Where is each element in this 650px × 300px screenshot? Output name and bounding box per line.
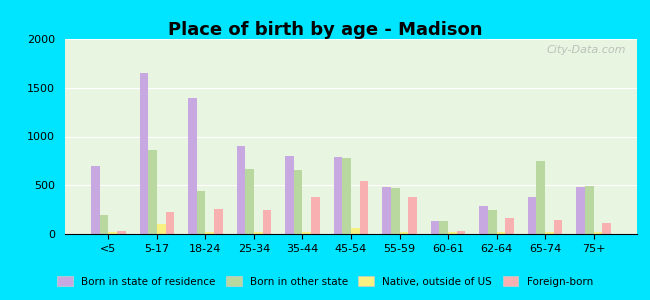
Bar	[497, 232, 505, 234]
Bar	[140, 73, 148, 234]
Bar	[263, 210, 272, 234]
Bar	[157, 224, 166, 234]
Text: Place of birth by age - Madison: Place of birth by age - Madison	[168, 21, 482, 39]
Bar	[603, 223, 611, 234]
Bar	[408, 197, 417, 234]
Bar	[109, 232, 117, 234]
Bar	[285, 156, 294, 234]
Bar	[148, 150, 157, 234]
Bar	[505, 218, 514, 234]
Bar	[188, 98, 197, 234]
Bar	[457, 231, 465, 234]
Text: City-Data.com: City-Data.com	[546, 45, 625, 55]
Bar	[99, 214, 109, 234]
Bar	[333, 157, 343, 234]
Bar	[311, 197, 320, 234]
Bar	[585, 186, 593, 234]
Bar	[245, 169, 254, 234]
Bar	[391, 188, 400, 234]
Bar	[439, 221, 448, 234]
Bar	[545, 232, 554, 234]
Bar	[205, 232, 214, 234]
Bar	[166, 212, 174, 234]
Bar	[91, 166, 99, 234]
Bar	[197, 191, 205, 234]
Bar	[554, 220, 562, 234]
Bar	[343, 158, 351, 234]
Bar	[576, 187, 585, 234]
Bar	[488, 210, 497, 234]
Bar	[359, 181, 369, 234]
Bar	[382, 187, 391, 234]
Bar	[448, 232, 457, 234]
Bar	[254, 232, 263, 234]
Bar	[237, 146, 245, 234]
Legend: Born in state of residence, Born in other state, Native, outside of US, Foreign-: Born in state of residence, Born in othe…	[52, 271, 598, 292]
Bar	[302, 232, 311, 234]
Bar	[294, 169, 302, 234]
Bar	[479, 206, 488, 234]
Bar	[528, 197, 536, 234]
Bar	[536, 161, 545, 234]
Bar	[214, 209, 223, 234]
Bar	[400, 232, 408, 234]
Bar	[593, 232, 603, 234]
Bar	[351, 228, 359, 234]
Bar	[117, 231, 126, 234]
Bar	[430, 221, 439, 234]
